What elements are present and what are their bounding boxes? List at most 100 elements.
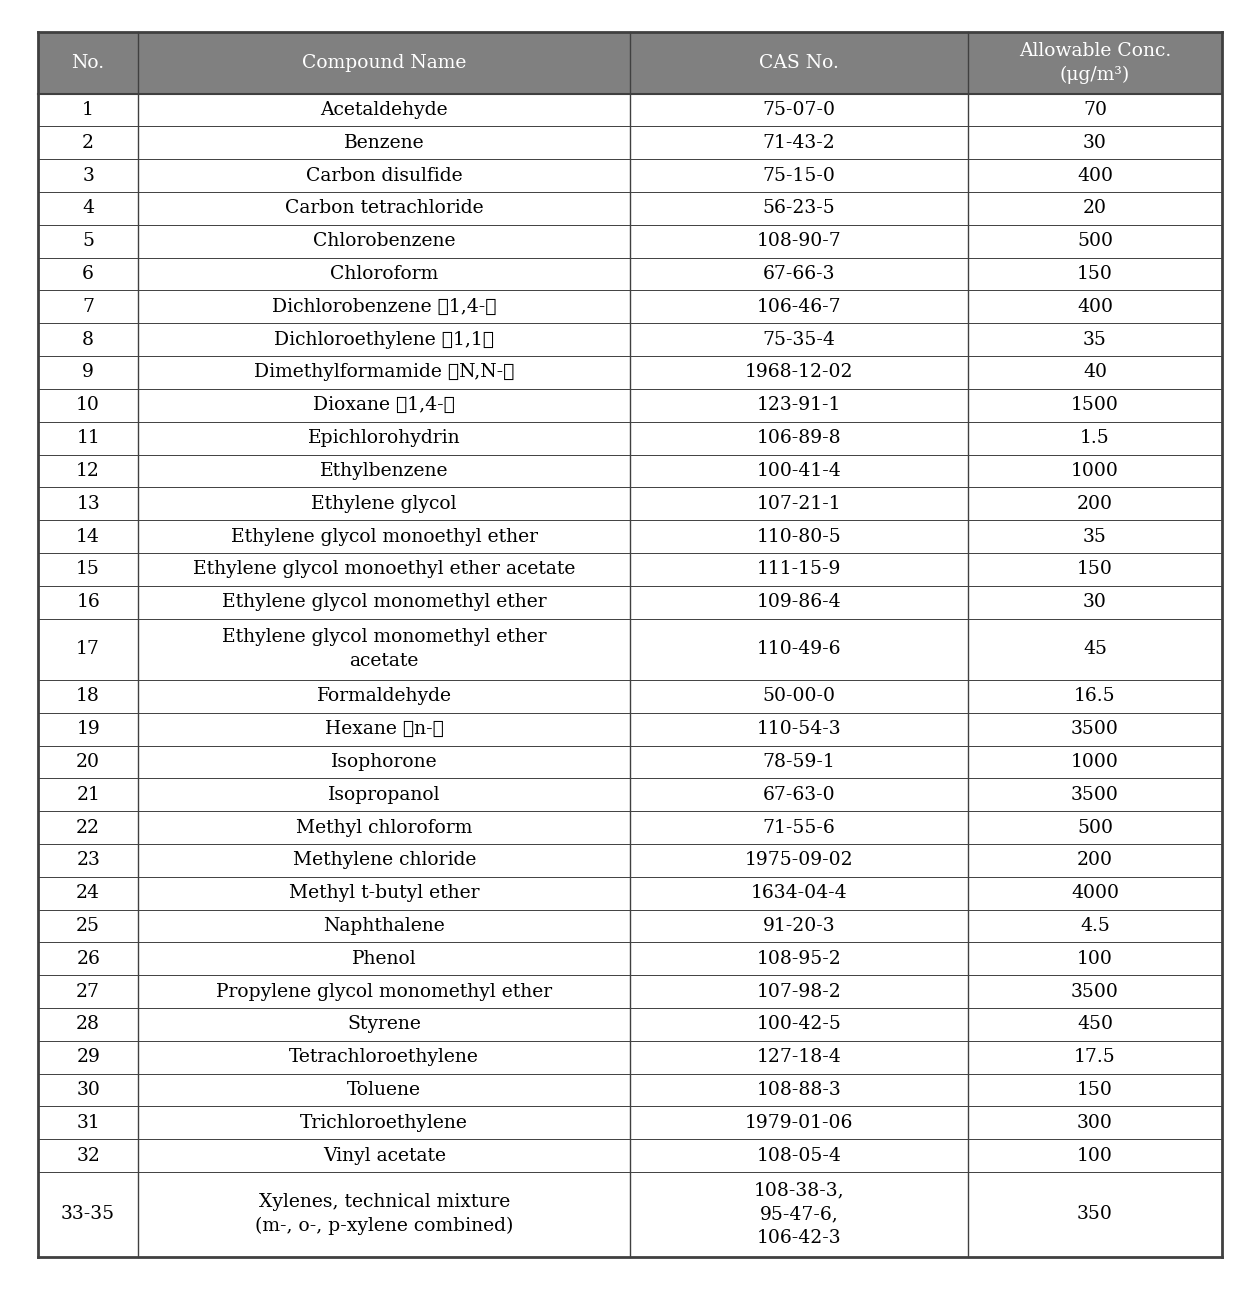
Bar: [968, 192, 1222, 224]
Bar: [968, 844, 1222, 877]
Text: CAS No.: CAS No.: [759, 54, 839, 72]
Text: Epichlorohydrin: Epichlorohydrin: [307, 429, 461, 447]
Text: 18: 18: [76, 687, 100, 705]
Text: 71-43-2: 71-43-2: [762, 134, 835, 152]
Text: Isophorone: Isophorone: [331, 753, 437, 771]
Bar: [38, 94, 139, 126]
Bar: [630, 877, 968, 910]
Bar: [38, 389, 139, 422]
Text: 400: 400: [1077, 298, 1113, 316]
Bar: [968, 1008, 1222, 1040]
Text: Phenol: Phenol: [352, 950, 417, 968]
Text: 108-05-4: 108-05-4: [756, 1147, 842, 1165]
Text: 1.5: 1.5: [1080, 429, 1110, 447]
Text: 70: 70: [1082, 101, 1106, 119]
Bar: [38, 942, 139, 976]
Text: Compound Name: Compound Name: [302, 54, 466, 72]
Bar: [139, 1040, 630, 1074]
Text: 26: 26: [76, 950, 100, 968]
Bar: [38, 681, 139, 713]
Bar: [630, 585, 968, 619]
Bar: [630, 455, 968, 487]
Text: 20: 20: [1082, 200, 1106, 218]
Bar: [139, 910, 630, 942]
Text: 107-21-1: 107-21-1: [756, 495, 842, 513]
Text: 20: 20: [76, 753, 100, 771]
Text: 15: 15: [76, 561, 100, 579]
Bar: [38, 910, 139, 942]
Bar: [630, 521, 968, 553]
Text: 45: 45: [1082, 641, 1106, 659]
Text: 30: 30: [1082, 134, 1106, 152]
Bar: [38, 844, 139, 877]
Bar: [139, 224, 630, 258]
Bar: [968, 1139, 1222, 1172]
Text: 110-80-5: 110-80-5: [756, 527, 842, 545]
Text: 14: 14: [76, 527, 100, 545]
Text: Isopropanol: Isopropanol: [328, 786, 441, 804]
Text: Chloroform: Chloroform: [330, 266, 438, 284]
Text: 17.5: 17.5: [1074, 1048, 1116, 1066]
Text: 106-46-7: 106-46-7: [756, 298, 842, 316]
Bar: [139, 487, 630, 521]
Text: 27: 27: [76, 982, 100, 1000]
Text: Ethylene glycol monomethyl ether
acetate: Ethylene glycol monomethyl ether acetate: [222, 629, 547, 670]
Text: 31: 31: [77, 1114, 100, 1132]
Text: 500: 500: [1077, 819, 1113, 837]
Text: 108-90-7: 108-90-7: [756, 232, 842, 250]
Text: 3500: 3500: [1071, 786, 1119, 804]
Bar: [968, 910, 1222, 942]
Bar: [139, 811, 630, 844]
Text: 350: 350: [1077, 1205, 1113, 1223]
Bar: [139, 521, 630, 553]
Text: 200: 200: [1077, 852, 1113, 869]
Text: 4: 4: [82, 200, 94, 218]
Bar: [38, 258, 139, 290]
Text: 106-89-8: 106-89-8: [756, 429, 842, 447]
Text: 1634-04-4: 1634-04-4: [751, 884, 847, 902]
Text: Ethylbenzene: Ethylbenzene: [320, 461, 449, 480]
Text: 2: 2: [82, 134, 94, 152]
Text: 8: 8: [82, 331, 94, 349]
Text: 21: 21: [76, 786, 100, 804]
Text: Dioxane （1,4-）: Dioxane （1,4-）: [314, 396, 455, 414]
Bar: [139, 160, 630, 192]
Text: 10: 10: [76, 396, 100, 414]
Text: Xylenes, technical mixture
(m-, o-, p-xylene combined): Xylenes, technical mixture (m-, o-, p-xy…: [255, 1194, 513, 1235]
Bar: [38, 422, 139, 455]
Bar: [630, 192, 968, 224]
Text: Naphthalene: Naphthalene: [324, 916, 445, 935]
Text: Chlorobenzene: Chlorobenzene: [312, 232, 455, 250]
Bar: [968, 1040, 1222, 1074]
Bar: [968, 258, 1222, 290]
Bar: [968, 487, 1222, 521]
Bar: [139, 422, 630, 455]
Text: 123-91-1: 123-91-1: [756, 396, 840, 414]
Bar: [630, 1106, 968, 1139]
Bar: [630, 1172, 968, 1257]
Bar: [630, 422, 968, 455]
Bar: [630, 356, 968, 389]
Bar: [38, 356, 139, 389]
Text: Methyl t-butyl ether: Methyl t-butyl ether: [289, 884, 480, 902]
Bar: [38, 585, 139, 619]
Text: 12: 12: [76, 461, 100, 480]
Bar: [968, 94, 1222, 126]
Text: 23: 23: [76, 852, 100, 869]
Text: 1: 1: [82, 101, 94, 119]
Bar: [968, 942, 1222, 976]
Bar: [630, 910, 968, 942]
Bar: [630, 290, 968, 324]
Text: 33-35: 33-35: [60, 1205, 115, 1223]
Text: Formaldehyde: Formaldehyde: [316, 687, 452, 705]
Text: 110-54-3: 110-54-3: [756, 721, 842, 739]
Text: 108-95-2: 108-95-2: [756, 950, 842, 968]
Text: 30: 30: [1082, 593, 1106, 611]
Bar: [630, 487, 968, 521]
Text: 200: 200: [1077, 495, 1113, 513]
Bar: [139, 389, 630, 422]
Bar: [968, 290, 1222, 324]
Bar: [38, 1074, 139, 1106]
Bar: [139, 1172, 630, 1257]
Text: 7: 7: [82, 298, 94, 316]
